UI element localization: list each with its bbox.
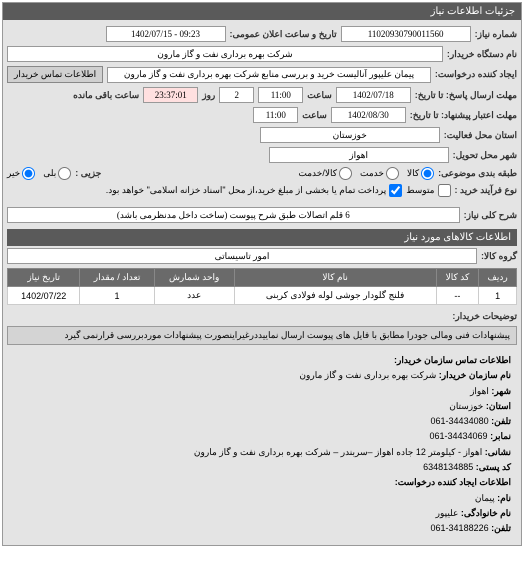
- c-address: اهواز - کیلومتر 12 جاده اهواز –سربندر – …: [194, 447, 482, 457]
- col-code: کد کالا: [436, 269, 479, 287]
- partial-label: جزیی :: [75, 168, 101, 179]
- items-section-title: اطلاعات کالاهای مورد نیاز: [7, 229, 517, 246]
- cell-row: 1: [479, 287, 517, 305]
- announce-date-label: تاریخ و ساعت اعلان عمومی:: [230, 29, 337, 40]
- delivery-city-label: شهر محل تحویل:: [453, 150, 517, 161]
- request-no-input[interactable]: [341, 26, 471, 42]
- deadline-date-input[interactable]: [336, 87, 411, 103]
- creator-label: ایجاد کننده درخواست:: [435, 69, 517, 80]
- c-org-label: نام سازمان خریدار:: [439, 370, 511, 380]
- r-phone: 34188226-061: [431, 523, 489, 533]
- c-city-label: شهر:: [491, 386, 511, 396]
- validity-label: مهلت اعتبار پیشنهاد: تا تاریخ:: [410, 110, 517, 121]
- desc-label: شرح کلی نیاز:: [464, 210, 517, 221]
- deadline-days-label: روز: [202, 90, 215, 101]
- r-family-label: نام خانوادگی:: [461, 508, 511, 518]
- col-name: نام کالا: [234, 269, 436, 287]
- activity-province-input[interactable]: [260, 127, 440, 143]
- category-label: طبقه بندی موضوعی:: [438, 168, 517, 179]
- contact-section-title: اطلاعات تماس سازمان خریدار:: [13, 353, 511, 368]
- c-phone: 34434080-061: [431, 416, 489, 426]
- cell-unit: عدد: [154, 287, 234, 305]
- col-unit: واحد شمارش: [154, 269, 234, 287]
- desc-input[interactable]: [7, 207, 460, 223]
- activity-province-label: استان محل فعالیت:: [444, 130, 517, 141]
- c-postal-label: کد پستی:: [476, 462, 511, 472]
- c-province: خوزستان: [449, 401, 483, 411]
- c-org: شرکت بهره برداری نفت و گاز مارون: [299, 370, 436, 380]
- validity-date-input[interactable]: [331, 107, 406, 123]
- main-panel: جزئیات اطلاعات نیاز شماره نیاز: تاریخ و …: [2, 2, 522, 546]
- col-row: ردیف: [479, 269, 517, 287]
- radio-no[interactable]: خیر: [7, 167, 35, 180]
- remaining-label: ساعت باقی مانده: [73, 90, 139, 101]
- cell-code: --: [436, 287, 479, 305]
- validity-time-input[interactable]: [253, 107, 298, 123]
- radio-khedmat[interactable]: خدمت: [360, 167, 399, 180]
- payment-checkbox[interactable]: پرداخت تمام یا بخشی از مبلغ خرید،از محل …: [106, 184, 402, 197]
- remaining-input: [143, 87, 198, 103]
- deadline-days-input[interactable]: [219, 87, 254, 103]
- creator-input[interactable]: [107, 67, 431, 83]
- table-header-row: ردیف کد کالا نام کالا واحد شمارش تعداد /…: [8, 269, 517, 287]
- c-fax-label: نمابر:: [490, 431, 511, 441]
- panel-body: شماره نیاز: تاریخ و ساعت اعلان عمومی: نا…: [3, 20, 521, 545]
- r-name: پیمان: [475, 493, 495, 503]
- r-phone-label: تلفن:: [491, 523, 511, 533]
- size-medium[interactable]: متوسط: [406, 184, 450, 197]
- validity-time-label: ساعت: [302, 110, 327, 121]
- r-name-label: نام:: [497, 493, 511, 503]
- deadline-time-input[interactable]: [258, 87, 303, 103]
- deadline-time-label: ساعت: [307, 90, 332, 101]
- c-address-label: نشانی:: [485, 447, 511, 457]
- requester-section-title: اطلاعات ایجاد کننده درخواست:: [13, 475, 511, 490]
- cell-date: 1402/07/22: [8, 287, 80, 305]
- delivery-city-input[interactable]: [269, 147, 449, 163]
- c-fax: 34434069-061: [429, 431, 487, 441]
- c-phone-label: تلفن:: [491, 416, 511, 426]
- radio-kala[interactable]: کالا: [407, 167, 434, 180]
- cell-name: فلنج گلودار جوشی لوله فولادی کربنی: [234, 287, 436, 305]
- deadline-send-label: مهلت ارسال پاسخ: تا تاریخ:: [415, 90, 517, 101]
- table-row[interactable]: 1 -- فلنج گلودار جوشی لوله فولادی کربنی …: [8, 287, 517, 305]
- items-table: ردیف کد کالا نام کالا واحد شمارش تعداد /…: [7, 268, 517, 305]
- group-label: گروه کالا:: [481, 251, 517, 262]
- col-date: تاریخ نیاز: [8, 269, 80, 287]
- payment-label: نوع فرآیند خرید :: [455, 185, 518, 196]
- org-name-label: نام دستگاه خریدار:: [447, 49, 517, 60]
- c-postal: 6348134885: [423, 462, 473, 472]
- radio-yes[interactable]: بلی: [43, 167, 71, 180]
- r-family: علیپور: [436, 508, 459, 518]
- contact-info-block: اطلاعات تماس سازمان خریدار: نام سازمان خ…: [7, 349, 517, 541]
- radio-both[interactable]: کالا/خدمت: [298, 167, 352, 180]
- request-no-label: شماره نیاز:: [475, 29, 517, 40]
- buyer-notes-label: توضیحات خریدار:: [452, 311, 517, 322]
- panel-title: جزئیات اطلاعات نیاز: [3, 3, 521, 20]
- group-input[interactable]: [7, 248, 477, 264]
- c-city: اهواز: [470, 386, 489, 396]
- cell-qty: 1: [80, 287, 154, 305]
- category-radio-group: کالا خدمت کالا/خدمت: [298, 167, 434, 180]
- announce-date-input[interactable]: [106, 26, 226, 42]
- contact-buyer-button[interactable]: اطلاعات تماس خریدار: [7, 66, 103, 83]
- buyer-note: پیشنهادات فنی ومالی جودرا مطابق با فایل …: [7, 326, 517, 345]
- org-name-input[interactable]: [7, 46, 443, 62]
- partial-radio-group: بلی خیر: [7, 167, 71, 180]
- col-qty: تعداد / مقدار: [80, 269, 154, 287]
- c-province-label: استان:: [486, 401, 511, 411]
